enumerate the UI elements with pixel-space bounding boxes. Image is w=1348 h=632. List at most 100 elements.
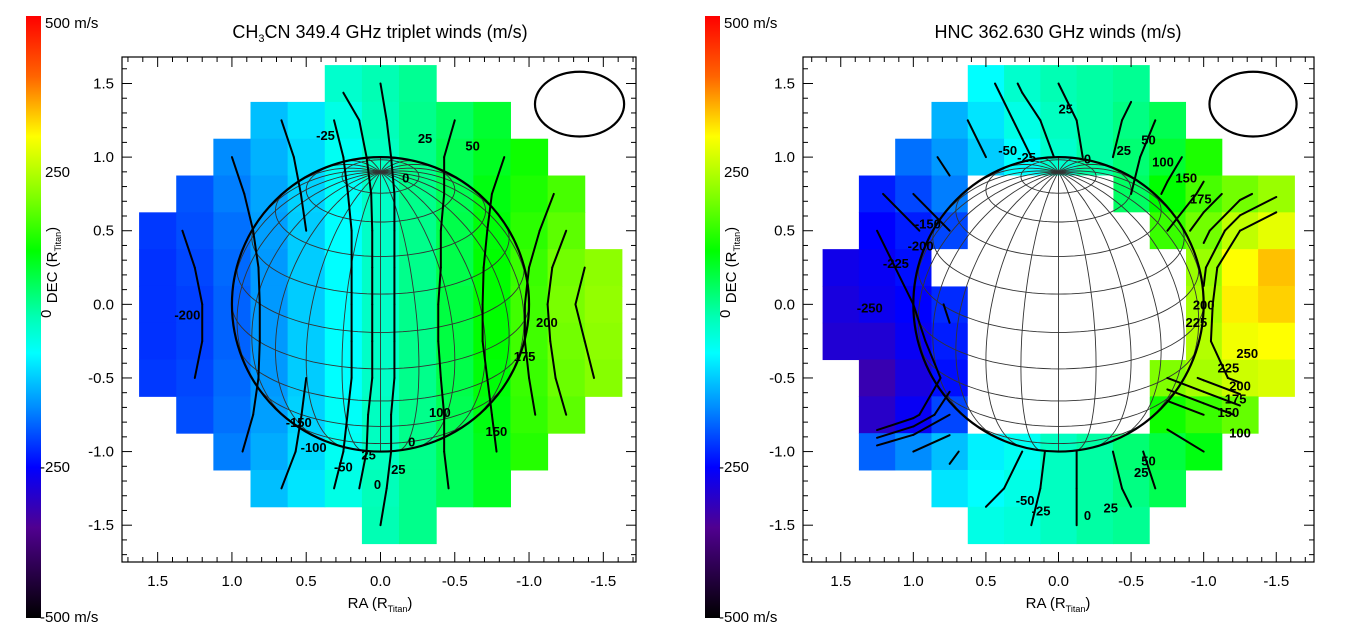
heatmap-cell	[250, 469, 289, 508]
heatmap-cell	[1185, 359, 1223, 397]
contour-segment	[918, 376, 942, 416]
heatmap-cell	[213, 396, 251, 434]
contour-segment	[481, 340, 489, 379]
y-axis-label-main: DEC (R	[723, 251, 740, 303]
heatmap	[822, 65, 1295, 545]
contour-label: -200	[174, 308, 200, 323]
heatmap-cell	[931, 101, 969, 140]
meridian-line	[380, 171, 525, 380]
heatmap-cell	[1258, 285, 1295, 324]
x-axis-label-main: RA (R	[348, 595, 388, 612]
y-axis-label-sub: Titan	[53, 232, 63, 252]
contour-label: 225	[1186, 315, 1208, 330]
heatmap-cell	[250, 138, 289, 177]
contour-label: 25	[391, 462, 405, 477]
contour-segment	[538, 192, 555, 232]
contour-segment	[936, 156, 951, 177]
contour-segment	[1238, 192, 1254, 202]
contour-segment	[490, 413, 498, 453]
title-main: CH	[232, 22, 258, 42]
contour-segment	[523, 340, 531, 379]
contour-segment	[551, 229, 568, 269]
y-tick-label: -1.0	[88, 444, 114, 461]
contour-segment	[912, 434, 951, 453]
contour-segment	[346, 376, 353, 416]
heatmap-cell	[1221, 396, 1259, 434]
contour-label: 200	[1229, 378, 1251, 393]
chart-title: HNC 362.630 GHz winds (m/s)	[934, 22, 1181, 42]
colorbar-label: 250	[45, 164, 70, 181]
beam-ellipse	[533, 70, 626, 138]
masked-cell	[1076, 175, 1114, 213]
heatmap-cell	[436, 469, 474, 508]
masked-cell	[967, 285, 1005, 324]
contours: -25 25 500-200 200175100150-150-100-5025025…	[174, 82, 596, 527]
heatmap-cell	[858, 175, 896, 213]
contour-segment	[193, 266, 204, 306]
contour-segment	[1209, 303, 1214, 343]
masked-cell	[967, 212, 1005, 250]
heatmap-cell	[1258, 359, 1295, 397]
meridian-line	[274, 171, 381, 439]
contour-segment	[1211, 266, 1219, 306]
title-main: HNC 362.630 GHz winds (m/s)	[934, 22, 1181, 42]
y-tick-label: 1.0	[774, 149, 795, 166]
contour-segment	[1209, 340, 1229, 379]
meridian-line	[380, 171, 486, 439]
y-tick-label: 1.0	[93, 149, 114, 166]
x-tick-label: 0.0	[1048, 573, 1069, 590]
contour-segment	[528, 376, 537, 416]
x-axis-label-main: RA (R	[1026, 595, 1066, 612]
contour-segment	[574, 303, 586, 343]
contour-segment	[443, 119, 456, 159]
contour-segment	[1121, 487, 1133, 508]
heatmap-cell	[858, 285, 896, 324]
contour-segment	[252, 376, 260, 416]
title-rest: CN 349.4 GHz triplet winds (m/s)	[265, 22, 528, 42]
heatmap-cell	[1258, 175, 1295, 213]
heatmap-cell	[1221, 285, 1259, 324]
y-tick-label: 1.5	[93, 76, 114, 93]
contour-label: 200	[536, 315, 558, 330]
contour-label: -200	[908, 238, 934, 253]
heatmap-cell	[473, 212, 511, 250]
contour-label: 25	[361, 448, 375, 463]
contour-segment	[1039, 119, 1055, 159]
contour-segment	[933, 390, 951, 416]
contour-label: -50	[998, 143, 1017, 158]
heatmap-cell	[436, 175, 474, 213]
x-tick-label: 1.0	[222, 573, 243, 590]
contour-segment	[342, 156, 349, 195]
meridian-line	[1058, 171, 1185, 422]
contour-segment	[1111, 450, 1124, 490]
contour-label: 200	[1193, 297, 1215, 312]
contour-segment	[342, 91, 361, 122]
contour-segment	[1160, 180, 1169, 195]
heatmap-cell	[1258, 322, 1295, 361]
heatmap-cell	[361, 469, 400, 508]
heatmap-cell	[176, 175, 214, 213]
y-tick-label: -0.5	[769, 370, 795, 387]
contour-label: -150	[286, 415, 312, 430]
meridian-line	[917, 171, 1059, 380]
heatmap-cell	[213, 249, 251, 287]
colorbar-label: 500 m/s	[45, 15, 98, 32]
contour-label: -50	[1016, 493, 1035, 508]
meridian-line	[341, 171, 381, 452]
heatmap-cell	[139, 249, 177, 287]
heatmap-cell	[510, 322, 549, 361]
contour-label: -225	[883, 256, 909, 271]
heatmap-cell	[250, 285, 289, 324]
heatmap-cell	[931, 322, 969, 361]
contour-segment	[333, 119, 345, 159]
colorbar	[26, 16, 41, 618]
heatmap-cell	[1076, 506, 1114, 545]
masked-cell	[967, 396, 1005, 434]
heatmap-cell	[1149, 138, 1187, 177]
x-tick-label: 1.0	[903, 573, 924, 590]
colorbar	[705, 16, 720, 618]
heatmap-cell	[287, 396, 326, 434]
contour-segment	[181, 229, 196, 269]
contour-segment	[546, 266, 554, 306]
